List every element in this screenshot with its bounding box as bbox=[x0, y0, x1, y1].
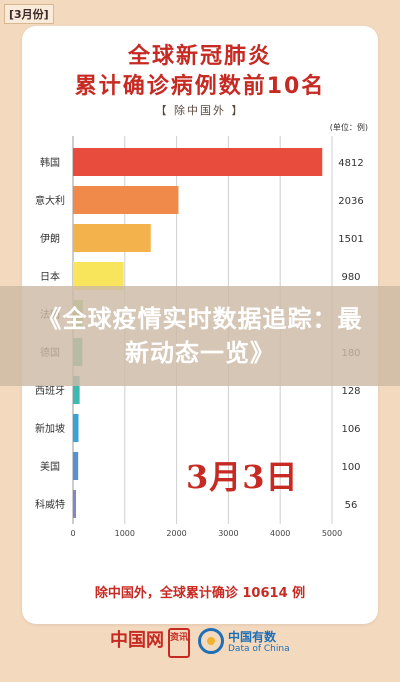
category-label: 西班牙 bbox=[35, 385, 65, 397]
data-of-china-name: 中国有数 bbox=[228, 630, 277, 644]
x-tick-label: 0 bbox=[70, 529, 75, 538]
x-tick-label: 2000 bbox=[166, 529, 186, 538]
chart-subtitle: 【 除中国外 】 bbox=[155, 104, 245, 117]
chart-title-line2: 累计确诊病例数前10名 bbox=[74, 74, 326, 99]
bar bbox=[73, 376, 80, 404]
category-label: 美国 bbox=[40, 460, 60, 473]
category-label: 新加坡 bbox=[35, 422, 65, 435]
x-tick-label: 5000 bbox=[322, 529, 342, 538]
bar bbox=[73, 186, 179, 214]
x-tick-label: 1000 bbox=[115, 529, 135, 538]
bar bbox=[73, 224, 151, 252]
date-stamp: 3月3日 bbox=[186, 458, 299, 496]
value-label: 56 bbox=[345, 500, 358, 511]
category-label: 韩国 bbox=[40, 156, 60, 169]
chinanews-logo: 中国网 bbox=[110, 630, 164, 651]
value-label: 106 bbox=[341, 424, 360, 435]
chart-title-line1: 全球新冠肺炎 bbox=[127, 44, 272, 69]
unit-label: (单位：例) bbox=[329, 123, 368, 132]
bar bbox=[73, 414, 79, 442]
category-label: 伊朗 bbox=[40, 233, 60, 245]
logo-row: 中国网 资讯 中国有数 Data of China bbox=[0, 622, 400, 668]
value-label: 4812 bbox=[338, 158, 363, 169]
bar bbox=[73, 490, 76, 518]
category-label: 科威特 bbox=[35, 498, 65, 511]
bar bbox=[73, 262, 124, 290]
overlay-title: 《全球疫情实时数据追踪：最新动态一览》 bbox=[37, 305, 363, 367]
category-label: 日本 bbox=[40, 270, 60, 283]
bar bbox=[73, 148, 323, 176]
value-label: 100 bbox=[341, 462, 360, 473]
value-label: 980 bbox=[341, 272, 360, 283]
overlay-banner: 《全球疫情实时数据追踪：最新动态一览》 bbox=[0, 286, 400, 386]
zixun-logo: 资讯 bbox=[168, 628, 190, 658]
value-label: 2036 bbox=[338, 196, 363, 207]
value-label: 128 bbox=[341, 386, 360, 397]
bar bbox=[73, 452, 79, 480]
data-of-china-icon bbox=[198, 628, 224, 654]
month-tag: [3月份] bbox=[4, 4, 54, 24]
value-label: 1501 bbox=[338, 234, 363, 245]
footer-total-note: 除中国外，全球累计确诊 10614 例 bbox=[94, 586, 306, 601]
x-tick-label: 4000 bbox=[270, 529, 290, 538]
category-label: 意大利 bbox=[35, 194, 65, 207]
x-tick-label: 3000 bbox=[218, 529, 238, 538]
data-of-china-subtitle: Data of China bbox=[228, 644, 290, 654]
